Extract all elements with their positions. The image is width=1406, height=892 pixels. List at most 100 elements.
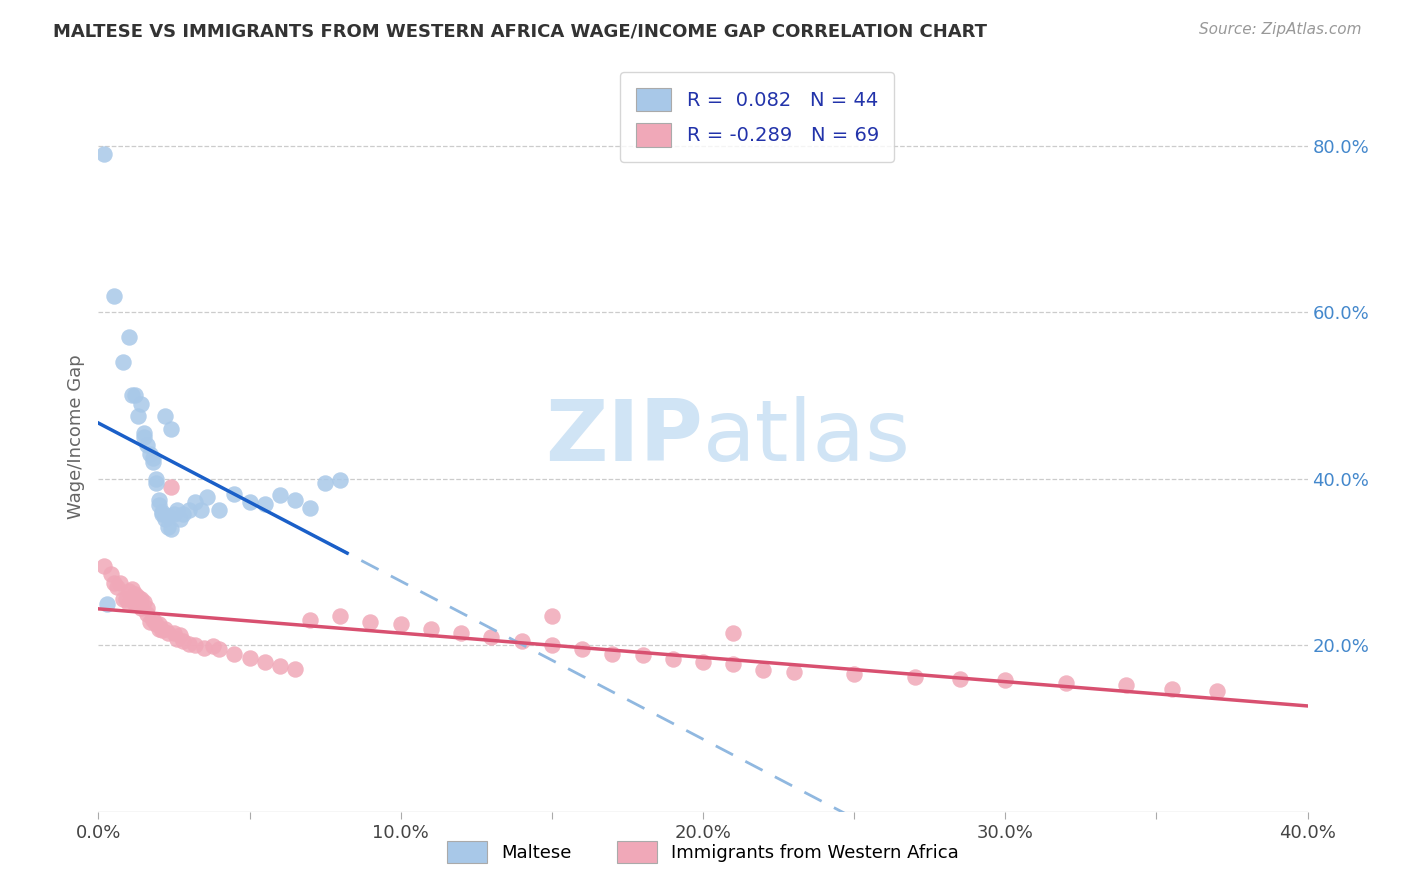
Point: [124, 586, 146, 600]
Point: [179, 503, 201, 517]
Point: [153, 622, 176, 636]
Point: [150, 505, 173, 519]
Point: [239, 650, 262, 665]
Point: [253, 497, 276, 511]
Point: [129, 397, 152, 411]
Point: [148, 622, 170, 636]
Point: [100, 567, 122, 582]
Point: [166, 503, 188, 517]
Point: [142, 450, 165, 465]
Text: atlas: atlas: [703, 395, 911, 479]
Y-axis label: Wage/Income Gap: Wage/Income Gap: [66, 355, 84, 519]
Point: [172, 634, 194, 648]
Point: [299, 613, 322, 627]
Point: [132, 595, 155, 609]
Point: [124, 388, 146, 402]
Point: [124, 597, 146, 611]
Point: [148, 617, 170, 632]
Point: [96, 597, 118, 611]
Text: Source: ZipAtlas.com: Source: ZipAtlas.com: [1198, 22, 1361, 37]
Point: [844, 667, 866, 681]
Point: [132, 425, 155, 440]
Point: [163, 507, 186, 521]
Point: [118, 584, 141, 599]
Point: [1115, 678, 1137, 692]
Point: [239, 495, 262, 509]
Point: [284, 492, 307, 507]
Point: [314, 475, 336, 490]
Point: [723, 657, 745, 671]
Point: [150, 507, 173, 521]
Point: [103, 575, 125, 590]
Point: [540, 638, 562, 652]
Point: [145, 475, 167, 490]
Point: [1054, 675, 1077, 690]
Text: MALTESE VS IMMIGRANTS FROM WESTERN AFRICA WAGE/INCOME GAP CORRELATION CHART: MALTESE VS IMMIGRANTS FROM WESTERN AFRIC…: [53, 22, 987, 40]
Point: [208, 642, 231, 657]
Point: [184, 638, 207, 652]
Point: [723, 625, 745, 640]
Point: [111, 355, 134, 369]
Point: [510, 634, 533, 648]
Point: [184, 495, 207, 509]
Point: [103, 288, 125, 302]
Point: [142, 613, 165, 627]
Point: [129, 592, 152, 607]
Point: [329, 609, 352, 624]
Point: [169, 628, 191, 642]
Point: [783, 665, 806, 679]
Point: [169, 511, 191, 525]
Point: [160, 522, 183, 536]
Point: [172, 507, 194, 521]
Point: [202, 639, 225, 653]
Point: [142, 455, 165, 469]
Point: [139, 615, 162, 629]
Point: [360, 615, 382, 629]
Point: [631, 648, 654, 663]
Point: [389, 617, 412, 632]
Point: [153, 511, 176, 525]
Point: [571, 642, 593, 657]
Point: [148, 499, 170, 513]
Text: ZIP: ZIP: [546, 395, 703, 479]
Point: [299, 500, 322, 515]
Point: [132, 430, 155, 444]
Point: [420, 622, 443, 636]
Point: [118, 597, 141, 611]
Point: [1206, 684, 1229, 698]
Point: [127, 590, 149, 604]
Point: [193, 640, 215, 655]
Point: [160, 422, 183, 436]
Point: [284, 661, 307, 675]
Point: [111, 592, 134, 607]
Point: [163, 625, 186, 640]
Point: [145, 472, 167, 486]
Point: [253, 655, 276, 669]
Point: [661, 652, 683, 666]
Point: [156, 520, 179, 534]
Point: [269, 659, 291, 673]
Point: [145, 617, 167, 632]
Point: [166, 632, 188, 646]
Point: [540, 609, 562, 624]
Point: [121, 582, 143, 596]
Point: [129, 600, 152, 615]
Point: [208, 503, 231, 517]
Point: [224, 647, 246, 661]
Point: [904, 670, 927, 684]
Point: [121, 388, 143, 402]
Legend: Maltese, Immigrants from Western Africa: Maltese, Immigrants from Western Africa: [440, 834, 966, 870]
Point: [1160, 681, 1182, 696]
Point: [150, 624, 173, 638]
Point: [224, 486, 246, 500]
Point: [105, 580, 128, 594]
Point: [156, 509, 179, 524]
Point: [108, 575, 131, 590]
Point: [127, 599, 149, 613]
Point: [135, 600, 157, 615]
Point: [93, 147, 115, 161]
Point: [179, 636, 201, 650]
Point: [450, 625, 472, 640]
Point: [139, 447, 162, 461]
Point: [602, 647, 624, 661]
